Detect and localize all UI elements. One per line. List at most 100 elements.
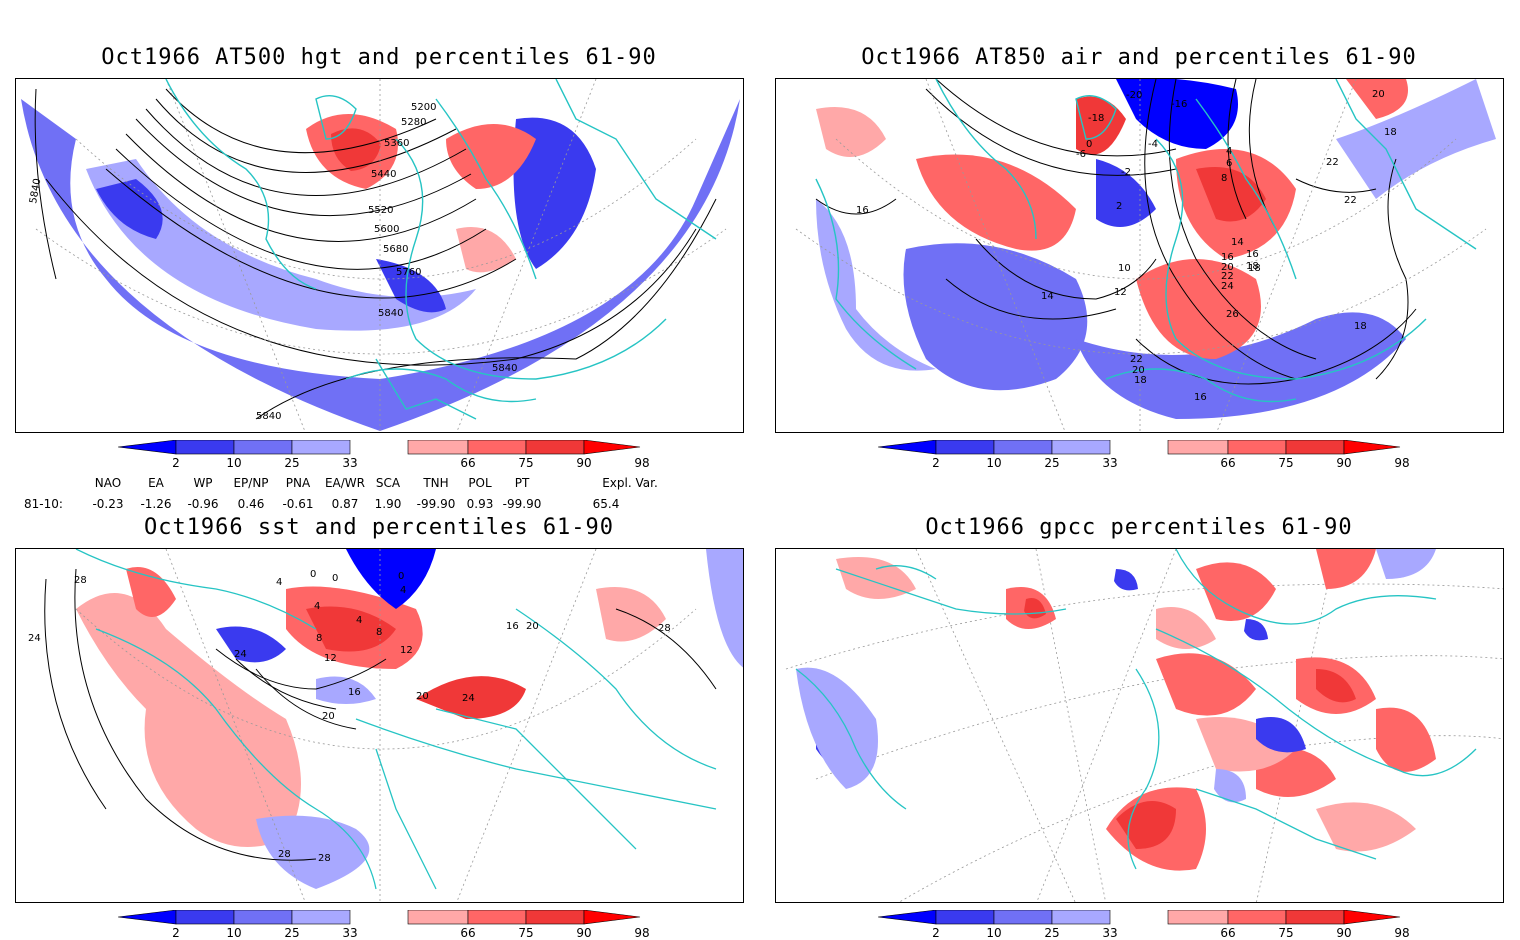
colorbar-tick-label: 10 (226, 456, 242, 470)
contour-label-5840-a: 5840 (378, 308, 403, 319)
contour-label: 20 (322, 711, 335, 722)
contour-label: 16 (506, 621, 519, 632)
colorbar-svg (117, 909, 641, 925)
contour-label-5520: 5520 (368, 205, 393, 216)
index-value: -0.61 (282, 497, 314, 511)
contour-label: 0 (1086, 139, 1092, 150)
contour-label: 28 (318, 853, 331, 864)
contour-label: 4 (356, 615, 362, 626)
colorbar-segment (467, 439, 527, 455)
colorbar-svg (877, 439, 1401, 455)
colorbar-tick-label: 25 (284, 926, 300, 940)
contour-label-5600: 5600 (374, 224, 399, 235)
contour-label: 0 (310, 569, 316, 580)
colorbar-arrow-high (583, 909, 641, 925)
contour-label: 18 (1248, 263, 1261, 274)
contour-label: 4 (1226, 146, 1232, 157)
contour-label: 18 (1246, 261, 1259, 272)
colorbar-tick-label: 66 (1220, 926, 1236, 940)
index-header: SCA (375, 476, 401, 490)
coastlines (75, 549, 717, 890)
index-value: -1.26 (140, 497, 172, 511)
contour-label: 24 (462, 693, 475, 704)
contour-label: 20 (1221, 262, 1234, 273)
colorbar-tick-label: 66 (460, 926, 476, 940)
colorbar-tick-label: 33 (342, 926, 358, 940)
contour-label-5840-d: 5840 (28, 178, 43, 205)
colorbar-tick-label: 75 (518, 456, 534, 470)
colorbar-tick-label: 98 (1394, 456, 1410, 470)
shade-red-west (76, 593, 301, 847)
panel-title-sst: Oct1966 sst and percentiles 61-90 (143, 515, 615, 540)
colorbar-segment (407, 909, 469, 925)
contour-label: 16 (348, 687, 361, 698)
colorbar-segment (467, 909, 527, 925)
contour-label: 12 (324, 653, 337, 664)
map-svg-sst: 28 24 24 4 0 0 0 4 4 4 8 8 12 12 16 20 2… (28, 549, 743, 902)
contour-label: -2 (1121, 167, 1131, 178)
colorbar-tick-label: 90 (576, 456, 592, 470)
shade-blue-spot (316, 676, 376, 704)
contour-label: 20 (526, 621, 539, 632)
shade-blue-mid (216, 626, 286, 663)
contour-label: 4 (400, 585, 406, 596)
shade-red-greenland (1076, 96, 1126, 155)
shade-lightblue-west (816, 199, 936, 371)
index-value: -99.90 (502, 497, 542, 511)
colorbar-segment (1167, 909, 1229, 925)
index-header: EA/WR (324, 476, 366, 490)
map-svg-hgt500: 5200 5280 5360 5440 5520 5600 5680 5760 … (18, 79, 743, 432)
colorbar-segment (1227, 439, 1287, 455)
colorbar-tick-label: 2 (932, 456, 940, 470)
contour-label: 6 (1226, 158, 1232, 169)
contour-label: 28 (658, 623, 671, 634)
colorbar-arrow-high (583, 439, 641, 455)
colorbar-segment (1051, 909, 1111, 925)
shade-lightblue-band (86, 159, 476, 331)
colorbar-hgt500: 2 10 25 33 66 75 90 98 (117, 439, 650, 472)
shade-red-africa (1136, 259, 1261, 359)
index-header: Expl. Var. (602, 476, 658, 490)
map-panel-hgt500: 5200 5280 5360 5440 5520 5600 5680 5760 … (15, 78, 744, 433)
colorbar-sst: 2 10 25 33 66 75 90 98 (117, 909, 650, 940)
colorbar-tick-label: 66 (1220, 456, 1236, 470)
index-header: TNH (423, 476, 449, 490)
index-header: PT (514, 476, 530, 490)
index-value: -0.23 (92, 497, 124, 511)
contour-label: 14 (1041, 291, 1054, 302)
contour-label-5440: 5440 (371, 169, 396, 180)
shade-red-scand (446, 124, 536, 189)
contour-labels: -20 -16 -18 -6 0 -2 -4 2 4 6 8 14 16 18 … (856, 89, 1397, 403)
coastlines (795, 549, 1477, 870)
colorbar-tick-label: 10 (986, 456, 1002, 470)
colorbar-tick-label: 98 (634, 456, 650, 470)
map-svg-air850: -20 -16 -18 -6 0 -2 -4 2 4 6 8 14 16 18 … (778, 79, 1503, 432)
colorbar-arrow-low (877, 909, 937, 925)
contour-label-5840-c: 5840 (256, 411, 281, 422)
colorbar-tick-label: 98 (634, 926, 650, 940)
shade-blue-iberia (376, 259, 446, 313)
colorbar-arrow-low (117, 439, 177, 455)
colorbar-segment (1285, 909, 1345, 925)
precip-light-blue (796, 549, 1436, 803)
colorbar-air850: 2 10 25 33 66 75 90 98 (877, 439, 1410, 472)
index-value: -0.96 (187, 497, 219, 511)
contour-label: -6 (1076, 149, 1086, 160)
colorbar-arrow-high (1343, 909, 1401, 925)
colorbar-tick-label: 90 (1336, 456, 1352, 470)
colorbar-segment (233, 909, 293, 925)
colorbar-tick-label: 33 (1102, 926, 1118, 940)
colorbar-segment (233, 439, 293, 455)
indices-row-label: 81-10: (24, 497, 63, 511)
colorbar-tick-label: 25 (1044, 456, 1060, 470)
shade-red-east (416, 676, 526, 719)
contour-label: 26 (1226, 309, 1239, 320)
colorbar-tick-label: 10 (986, 926, 1002, 940)
shade-red-nw (816, 107, 886, 157)
contour-label: 12 (400, 645, 413, 656)
contour-label: 22 (1344, 195, 1357, 206)
shade-red-north-core (306, 606, 396, 652)
contour-label: 8 (1221, 173, 1227, 184)
colorbar-tick-label: 98 (1394, 926, 1410, 940)
contour-label: -16 (1171, 99, 1187, 110)
